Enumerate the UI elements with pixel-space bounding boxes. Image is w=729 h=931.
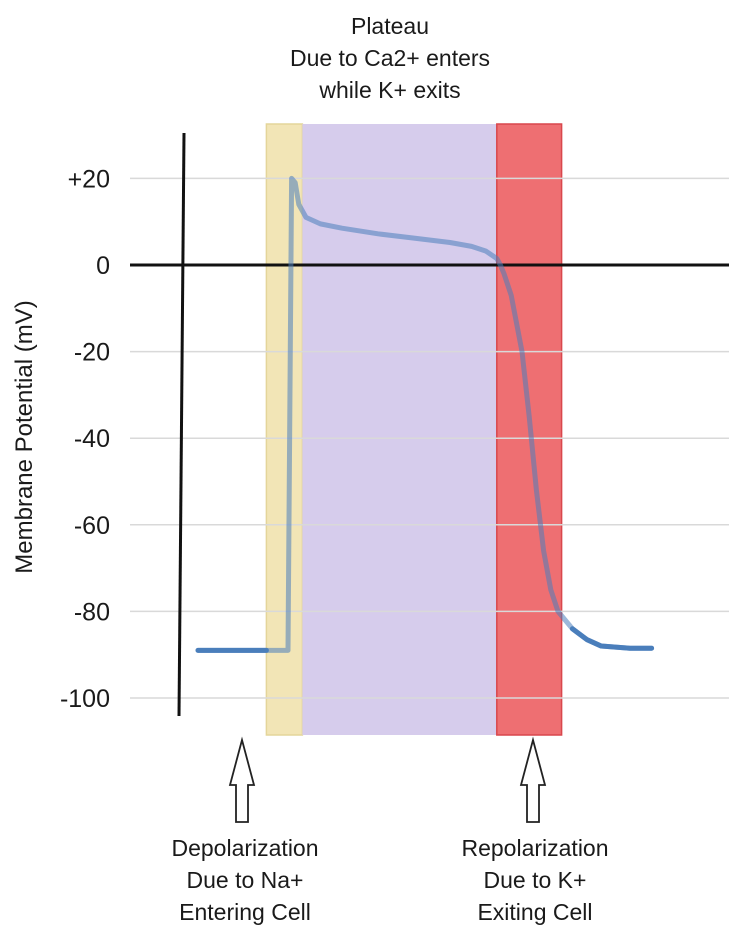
y-axis-label: Membrane Potential (mV) <box>11 300 38 573</box>
y-tick-label: -20 <box>74 339 110 367</box>
y-tick-label: -80 <box>74 598 110 626</box>
y-axis-line <box>177 132 186 717</box>
series-line <box>195 175 655 653</box>
y-tick-label: -60 <box>74 512 110 540</box>
y-tick-label: -40 <box>74 425 110 453</box>
gridlines <box>130 177 729 699</box>
plateau-line-2: Due to Ca2+ enters <box>289 45 491 71</box>
repolarization-line-1: Repolarization <box>461 835 609 861</box>
depolarization-line-3: Entering Cell <box>179 899 311 925</box>
plateau-line-3: while K+ exits <box>319 77 461 103</box>
phase-band-0 <box>265 123 304 736</box>
y-tick-label: +20 <box>68 165 110 193</box>
repolarization-line-3: Exiting Cell <box>477 899 593 925</box>
series-layer <box>195 175 655 653</box>
depolarization-arrow-icon <box>228 736 256 823</box>
y-tick-labels: +20 0 -20 -40 -60 -80 -100 <box>60 165 110 713</box>
plateau-line-1: Plateau <box>350 13 429 39</box>
phase-bands <box>265 123 563 736</box>
repolarization-line-2: Due to K+ <box>483 867 587 893</box>
y-tick-label: 0 <box>96 252 110 280</box>
axes <box>130 132 729 717</box>
phase-arrows <box>228 736 547 823</box>
repolarization-arrow-icon <box>519 736 547 823</box>
series-tail-right <box>569 626 655 651</box>
depolarization-line-1: Depolarization <box>171 835 319 861</box>
phase-band-1 <box>302 124 497 735</box>
repolarization-annotation: Repolarization Due to K+ Exiting Cell <box>410 832 660 928</box>
plateau-annotation: Plateau Due to Ca2+ enters while K+ exit… <box>220 10 560 106</box>
depolarization-annotation: Depolarization Due to Na+ Entering Cell <box>120 832 370 928</box>
depolarization-line-2: Due to Na+ <box>186 867 304 893</box>
y-tick-label: -100 <box>60 685 110 713</box>
